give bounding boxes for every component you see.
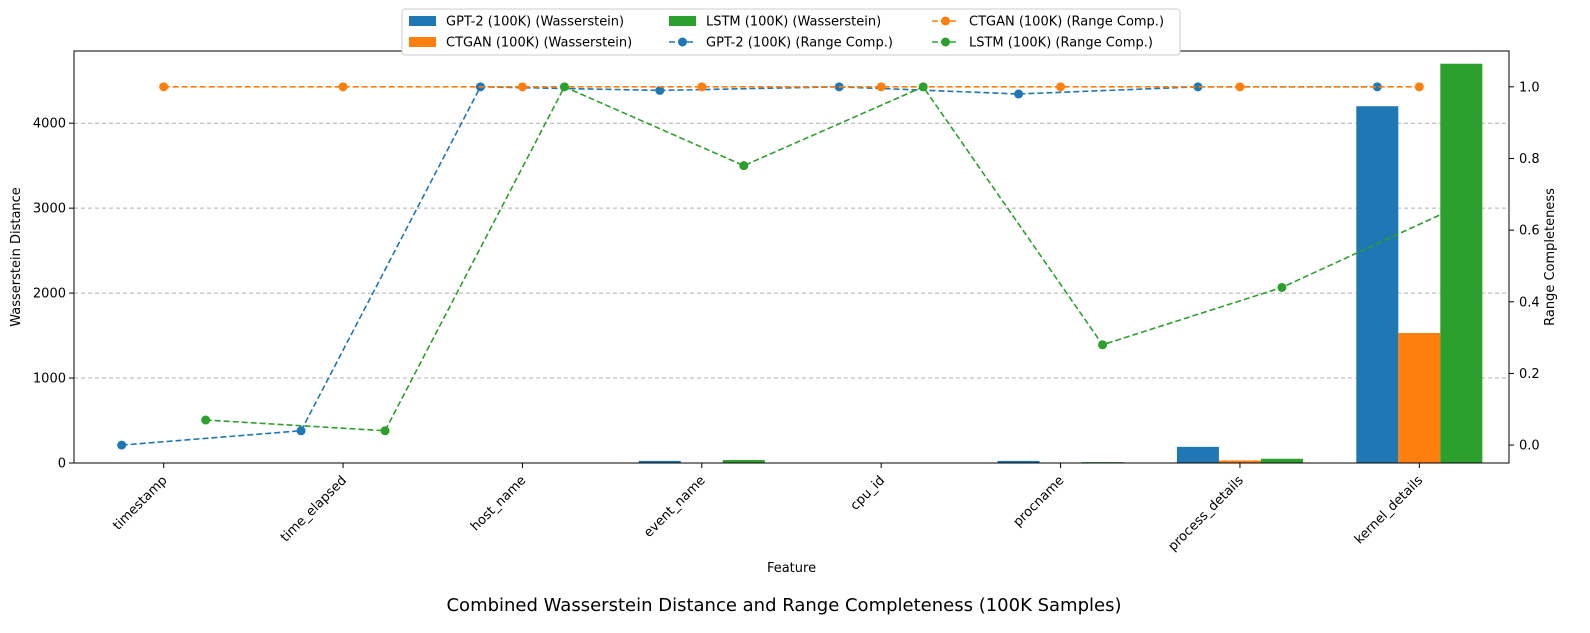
legend-label: LSTM (100K) (Wasserstein) <box>706 15 881 30</box>
y2-tick-label: 0.6 <box>1519 224 1540 239</box>
series-point <box>1456 200 1466 210</box>
legend-label: GPT-2 (100K) (Range Comp.) <box>706 36 893 51</box>
series-point <box>1193 82 1203 92</box>
bar <box>1398 333 1441 463</box>
x-tick-label: cpu_id <box>848 473 888 513</box>
x-tick-label: kernel_details <box>1352 473 1426 547</box>
plot-frame <box>73 50 1510 464</box>
y-tick-label: 4000 <box>33 117 66 132</box>
series-point <box>380 426 390 436</box>
legend-marker <box>941 16 950 26</box>
series-point <box>655 85 665 95</box>
bar <box>1440 63 1483 463</box>
bar <box>997 460 1040 463</box>
y2-axis-label: Range Completeness <box>1543 188 1558 326</box>
bar <box>1260 458 1303 463</box>
x-tick-label: process_details <box>1166 473 1247 554</box>
x-tick-label: procname <box>1011 473 1068 530</box>
bar <box>722 460 765 463</box>
legend-label: LSTM (100K) (Range Comp.) <box>969 36 1153 51</box>
bar <box>638 460 681 463</box>
series-point <box>697 82 707 92</box>
legend-marker <box>941 37 950 47</box>
series-point <box>1277 282 1287 292</box>
y-tick-label: 2000 <box>33 287 66 302</box>
y2-tick-label: 0.4 <box>1519 295 1540 310</box>
series-point <box>338 82 348 92</box>
legend-label: GPT-2 (100K) (Wasserstein) <box>446 15 624 30</box>
legend-swatch <box>409 37 436 47</box>
legend-swatch <box>669 16 696 26</box>
y-tick-label: 3000 <box>33 202 66 217</box>
y-axis-label: Wasserstein Distance <box>9 187 24 327</box>
y-tick-label: 0 <box>58 457 66 472</box>
legend: GPT-2 (100K) (Wasserstein) CTGAN (100K) (… <box>401 8 1181 56</box>
series-point <box>559 82 569 92</box>
x-tick-label: time_elapsed <box>278 473 350 545</box>
series-point <box>739 161 749 171</box>
series-point <box>1414 82 1424 92</box>
legend-swatch <box>409 16 436 26</box>
bar <box>1176 446 1219 463</box>
series-point <box>1235 82 1245 92</box>
legend-label: CTGAN (100K) (Range Comp.) <box>969 15 1164 30</box>
series-point <box>918 82 928 92</box>
axis-layer: 0 1000 2000 3000 4000 0.0 0.2 0.4 0.6 0.8 1.0 times… <box>33 80 1540 554</box>
series-line <box>205 85 1462 432</box>
series-point <box>1056 82 1066 92</box>
bar <box>1356 106 1399 463</box>
series-point <box>201 415 211 425</box>
bar <box>1218 460 1261 463</box>
y-tick-label: 1000 <box>33 372 66 387</box>
x-tick-label: event_name <box>641 473 708 540</box>
grid-lines <box>74 122 1509 379</box>
y2-tick-label: 0.0 <box>1519 439 1540 454</box>
series-point <box>1098 340 1108 350</box>
series-point <box>296 426 306 436</box>
x-tick-label: timestamp <box>110 473 170 533</box>
legend-box <box>401 8 1181 56</box>
y2-tick-label: 1.0 <box>1519 80 1540 95</box>
y2-tick-label: 0.2 <box>1519 367 1540 382</box>
series-line <box>121 86 1378 446</box>
series-point <box>1372 82 1382 92</box>
x-tick-label: host_name <box>468 473 529 534</box>
series-point <box>876 82 886 92</box>
series-point <box>1014 89 1024 99</box>
legend-label: CTGAN (100K) (Wasserstein) <box>446 36 632 51</box>
series-point <box>159 82 169 92</box>
series-point <box>117 440 127 450</box>
y2-tick-label: 0.8 <box>1519 152 1540 167</box>
x-axis-label: Feature <box>767 561 816 576</box>
legend-marker <box>678 37 687 47</box>
chart-title: Combined Wasserstein Distance and Range … <box>446 595 1121 616</box>
series-point <box>517 82 527 92</box>
line-layer <box>117 82 1466 450</box>
